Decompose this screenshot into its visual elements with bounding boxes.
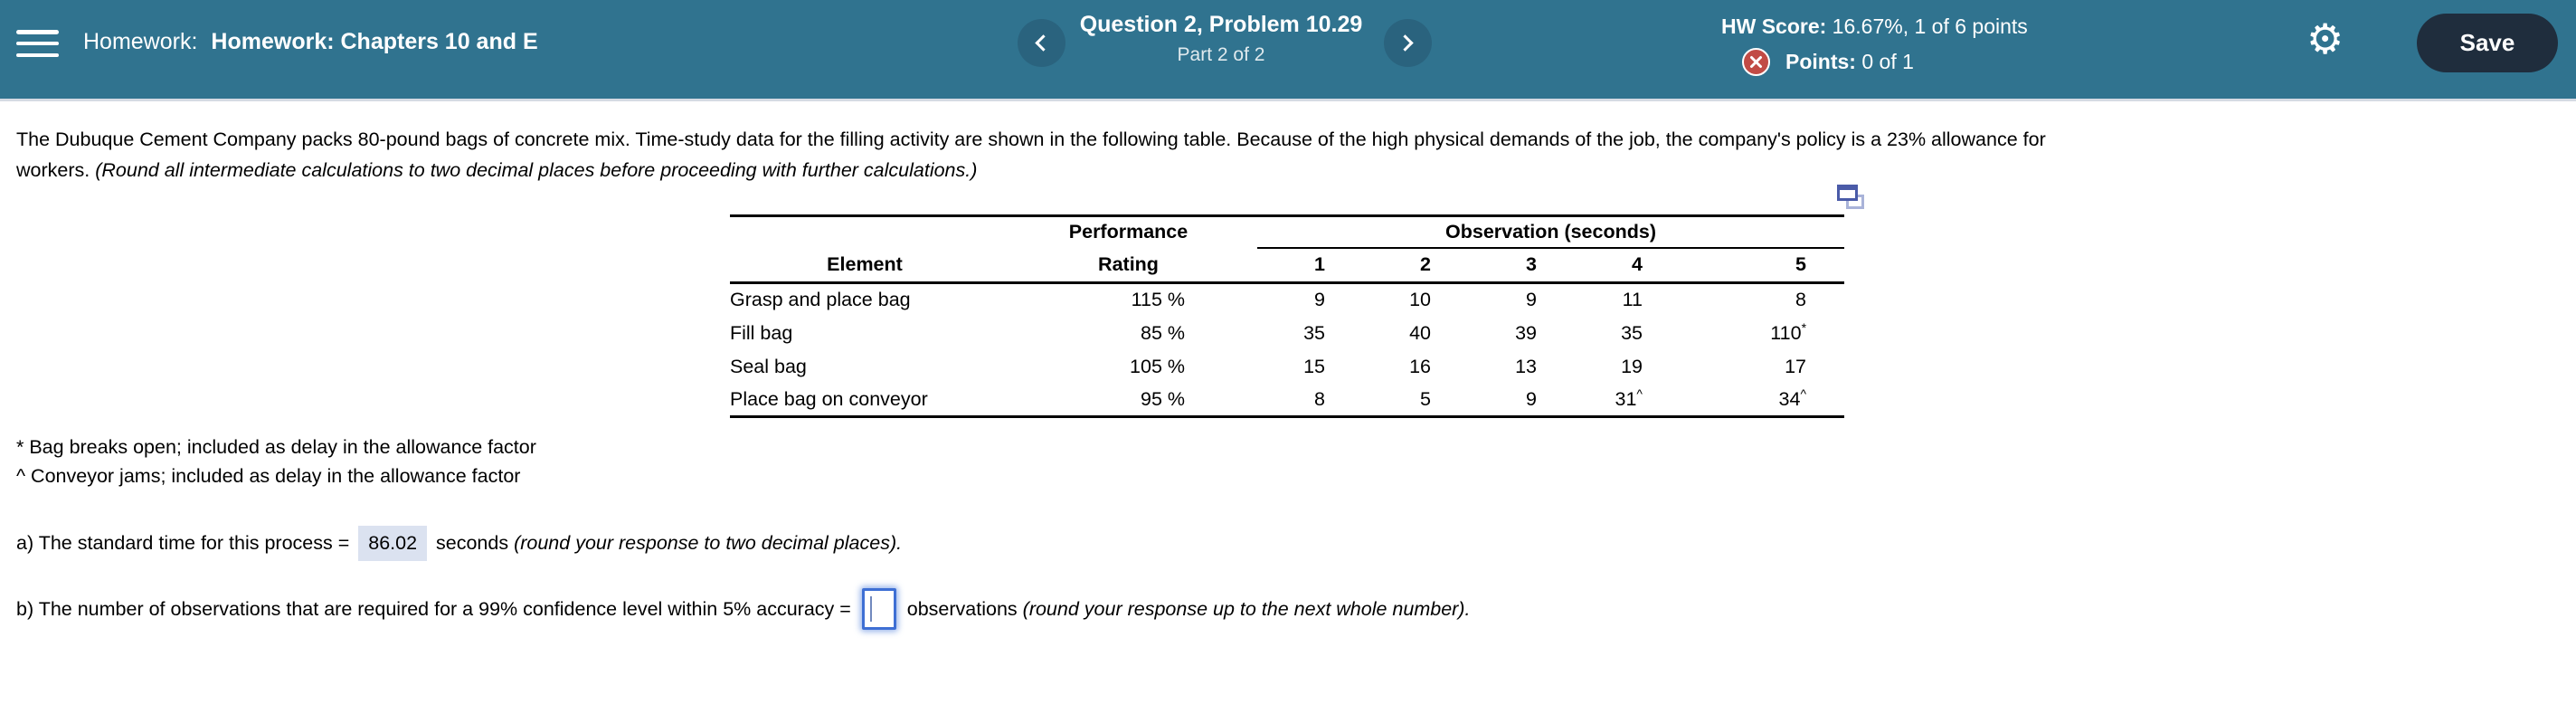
- obs-col-2: 2: [1363, 247, 1469, 284]
- table-header-row-2: Element Rating 1 2 3 4 5: [730, 247, 1845, 284]
- points-text: Points: 0 of 1: [1785, 50, 1914, 74]
- answer-a-prefix: a) The standard time for this process =: [16, 531, 355, 554]
- top-bar: Homework: Homework: Chapters 10 and E Qu…: [0, 0, 2576, 101]
- answer-b-input[interactable]: [861, 588, 896, 630]
- problem-text-line2: workers.: [16, 158, 96, 181]
- performance-header: Performance: [1068, 221, 1189, 243]
- rating-header: Rating: [999, 247, 1257, 284]
- gear-icon[interactable]: ⚙: [2306, 14, 2344, 63]
- table-row: Place bag on conveyor 95 % 8 5 9 31^ 34^: [730, 383, 1845, 418]
- obs-col-1: 1: [1257, 247, 1363, 284]
- table-row: Seal bag 105 % 15 16 13 19 17: [730, 355, 1807, 377]
- answer-line-b: b) The number of observations that are r…: [16, 586, 1470, 632]
- element-header: Element: [730, 247, 999, 284]
- answer-b-units: observations: [901, 597, 1023, 620]
- answer-a-field[interactable]: 86.02: [358, 525, 428, 561]
- previous-question-button[interactable]: [1018, 19, 1065, 67]
- save-button[interactable]: Save: [2417, 14, 2558, 72]
- homework-label: Homework:: [83, 29, 198, 54]
- answer-b-prefix: b) The number of observations that are r…: [16, 597, 857, 620]
- points-value: 0 of 1: [1855, 50, 1914, 73]
- problem-text-line1: The Dubuque Cement Company packs 80-poun…: [16, 128, 2046, 150]
- problem-statement: The Dubuque Cement Company packs 80-poun…: [16, 125, 2560, 186]
- answer-line-a: a) The standard time for this process = …: [16, 523, 902, 563]
- time-study-table: Performance Observation (seconds) Elemen…: [730, 214, 1845, 418]
- table-row: Grasp and place bag 115 % 9 10 9 11 8: [730, 289, 1807, 311]
- footnote-star: * Bag breaks open; included as delay in …: [16, 436, 536, 458]
- table-row: Fill bag 85 % 35 40 39 35 110*: [730, 319, 1807, 344]
- obs-col-3: 3: [1469, 247, 1575, 284]
- question-part: Part 2 of 2: [1177, 44, 1265, 65]
- assignment-breadcrumb: Homework: Homework: Chapters 10 and E: [83, 29, 538, 55]
- score-block: HW Score: 16.67%, 1 of 6 points Points: …: [1721, 14, 2028, 76]
- answer-b-instruction: (round your response up to the next whol…: [1022, 597, 1471, 620]
- points-label: Points:: [1785, 50, 1856, 73]
- incorrect-icon: [1742, 48, 1770, 76]
- problem-rounding-note: (Round all intermediate calculations to …: [95, 158, 978, 181]
- question-header: Question 2, Problem 10.29 Part 2 of 2: [1080, 12, 1363, 66]
- hw-score-value: 16.67%, 1 of 6 points: [1826, 14, 2028, 38]
- observation-header: Observation (seconds): [1257, 215, 1845, 249]
- footnote-caret: ^ Conveyor jams; included as delay in th…: [16, 465, 521, 487]
- points-line: Points: 0 of 1: [1742, 48, 2028, 76]
- answer-a-instruction: (round your response to two decimal plac…: [514, 531, 903, 554]
- hw-score-label: HW Score:: [1721, 14, 1827, 38]
- next-question-button[interactable]: [1384, 19, 1432, 67]
- obs-col-4: 4: [1575, 247, 1681, 284]
- assignment-title: Homework: Chapters 10 and E: [211, 29, 538, 54]
- open-popup-icon[interactable]: [1837, 185, 1866, 211]
- question-title: Question 2, Problem 10.29: [1079, 12, 1363, 37]
- menu-icon[interactable]: [16, 30, 59, 57]
- text-caret: [869, 596, 873, 622]
- hw-score-line: HW Score: 16.67%, 1 of 6 points: [1721, 14, 2028, 39]
- answer-a-units: seconds: [431, 531, 515, 554]
- obs-col-5: 5: [1681, 247, 1845, 284]
- chevron-left-icon: [1035, 34, 1052, 52]
- table-header-row-1: Performance Observation (seconds): [730, 215, 1845, 249]
- chevron-right-icon: [1397, 34, 1414, 52]
